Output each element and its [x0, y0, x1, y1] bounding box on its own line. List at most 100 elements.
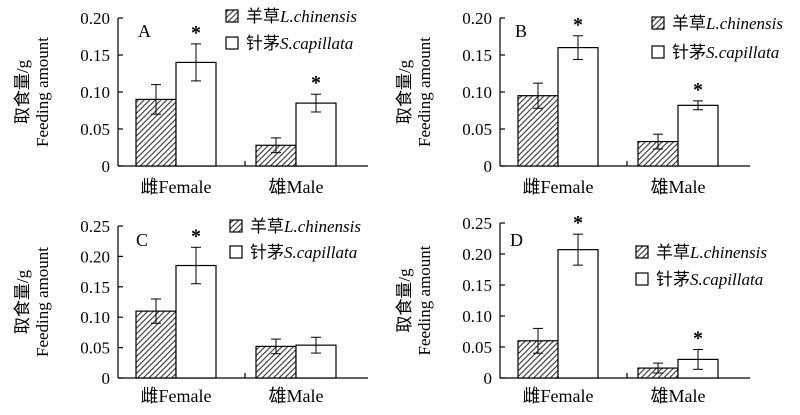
bar-s-capillata: [677, 104, 719, 167]
y-axis-label: 取食量/g Feeding amount: [13, 247, 52, 357]
y-tick-label: 0.20: [80, 247, 110, 266]
category-label: 雄Male: [269, 177, 324, 197]
y-axis-label-cn: 取食量/g: [395, 268, 414, 333]
legend-label: 羊草L.chinensis: [672, 14, 783, 33]
panel-letter: D: [510, 230, 523, 250]
significance-star: *: [311, 72, 321, 94]
y-axis-label: 取食量/g Feeding amount: [395, 245, 434, 355]
bar-s-capillata: [557, 46, 599, 167]
significance-star: *: [693, 327, 703, 349]
legend-label-cn: 针茅: [656, 270, 690, 289]
panel-b: 0 0.05 0.10 0.15 0.20 * 雌Female * 雄Male B 取食量/g Fee…: [395, 9, 783, 197]
legend-label-latin: L.chinensis: [689, 243, 767, 262]
y-axis-label: 取食量/g Feeding amount: [13, 37, 52, 147]
legend-label-latin: S.capillata: [284, 243, 357, 262]
y-tick-label: 0.15: [80, 46, 110, 65]
y-tick-label: 0.25: [462, 214, 492, 233]
legend-label: 针茅S.capillata: [672, 43, 779, 62]
legend-label-cn: 羊草: [672, 14, 706, 33]
legend-label-cn: 针茅: [246, 34, 280, 53]
legend-label-latin: L.chinensis: [283, 217, 361, 236]
y-axis-label: 取食量/g Feeding amount: [395, 37, 434, 147]
significance-star: *: [693, 79, 703, 101]
legend-label-cn: 针茅: [250, 243, 284, 262]
y-tick-label: 0.10: [462, 83, 492, 102]
y-axis-label-en: Feeding amount: [415, 245, 434, 355]
legend-swatch-l-chinensis: [651, 16, 665, 30]
legend-label: 针茅S.capillata: [250, 243, 357, 262]
significance-star: *: [573, 14, 583, 36]
legend-swatch-s-capillata: [651, 45, 665, 59]
category-label: 雌Female: [523, 177, 594, 197]
significance-star: *: [191, 225, 201, 247]
legend-label: 羊草L.chinensis: [656, 243, 767, 262]
bar-s-capillata: [295, 344, 337, 379]
panel-d: 0 0.05 0.10 0.15 0.20 0.25 * 雌Female * 雄Male D 取食量/…: [395, 212, 767, 406]
legend-swatch-l-chinensis: [225, 9, 239, 23]
legend-swatch-s-capillata: [225, 36, 239, 50]
y-tick-label: 0.10: [80, 83, 110, 102]
bar-s-capillata: [557, 249, 599, 379]
category-label: 雄Male: [651, 177, 706, 197]
panel-letter: C: [136, 230, 148, 250]
legend-label: 针茅S.capillata: [246, 34, 353, 53]
legend: 羊草L.chinensis 针茅S.capillata: [225, 7, 357, 53]
y-tick-label: 0.10: [80, 308, 110, 327]
y-tick-label: 0.05: [462, 338, 492, 357]
y-axis-label-en: Feeding amount: [415, 37, 434, 147]
legend-label-cn: 羊草: [250, 217, 284, 236]
bar-l-chinensis: [135, 310, 177, 379]
y-tick-label: 0: [484, 369, 493, 388]
legend: 羊草L.chinensis 针茅S.capillata: [229, 217, 361, 262]
y-tick-label: 0.20: [462, 245, 492, 264]
y-axis-label-cn: 取食量/g: [395, 59, 414, 124]
legend-label-latin: L.chinensis: [279, 7, 357, 26]
legend-swatch-l-chinensis: [635, 245, 649, 259]
y-axis-label-cn: 取食量/g: [13, 269, 32, 334]
y-tick-label: 0: [102, 369, 111, 388]
significance-star: *: [191, 22, 201, 44]
y-tick-label: 0.15: [80, 278, 110, 297]
legend-label-latin: S.capillata: [706, 43, 779, 62]
y-tick-label: 0: [484, 157, 493, 176]
legend-label: 羊草L.chinensis: [250, 217, 361, 236]
legend-label-latin: L.chinensis: [705, 14, 783, 33]
bar-s-capillata: [295, 102, 337, 167]
y-axis-label-en: Feeding amount: [33, 247, 52, 357]
legend-swatch-l-chinensis: [229, 219, 243, 233]
y-tick-label: 0.05: [80, 120, 110, 139]
y-tick-label: 0.20: [80, 9, 110, 28]
legend-label-cn: 针茅: [672, 43, 706, 62]
category-label: 雌Female: [141, 177, 212, 197]
category-label: 雄Male: [651, 386, 706, 406]
y-tick-label: 0.05: [462, 120, 492, 139]
legend-label: 羊草L.chinensis: [246, 7, 357, 26]
y-axis-label-cn: 取食量/g: [13, 59, 32, 124]
y-tick-label: 0.10: [462, 307, 492, 326]
panel-letter: A: [138, 21, 151, 41]
legend-label-cn: 羊草: [246, 7, 280, 26]
legend-swatch-s-capillata: [229, 245, 243, 259]
category-label: 雌Female: [141, 386, 212, 406]
y-tick-label: 0.15: [462, 276, 492, 295]
legend-swatch-s-capillata: [635, 272, 649, 286]
panel-c: 0 0.05 0.10 0.15 0.20 0.25 * 雌Female 雄Male C 取食量/g…: [13, 217, 368, 406]
y-axis-label-en: Feeding amount: [33, 37, 52, 147]
legend-label-latin: S.capillata: [280, 34, 353, 53]
y-tick-label: 0: [102, 157, 111, 176]
category-label: 雌Female: [523, 386, 594, 406]
y-tick-label: 0.15: [462, 46, 492, 65]
legend-label-cn: 羊草: [656, 243, 690, 262]
significance-star: *: [573, 212, 583, 234]
y-tick-label: 0.20: [462, 9, 492, 28]
legend-label-latin: S.capillata: [690, 270, 763, 289]
legend: 羊草L.chinensis 针茅S.capillata: [635, 243, 767, 289]
category-label: 雄Male: [269, 386, 324, 406]
panel-a: 0 0.05 0.10 0.15 0.20 * 雌Female * 雄Male A 取食量/g Fee…: [13, 7, 368, 197]
y-tick-label: 0.05: [80, 339, 110, 358]
y-tick-label: 0.25: [80, 217, 110, 236]
legend: 羊草L.chinensis 针茅S.capillata: [651, 14, 783, 62]
legend-label: 针茅S.capillata: [656, 270, 763, 289]
